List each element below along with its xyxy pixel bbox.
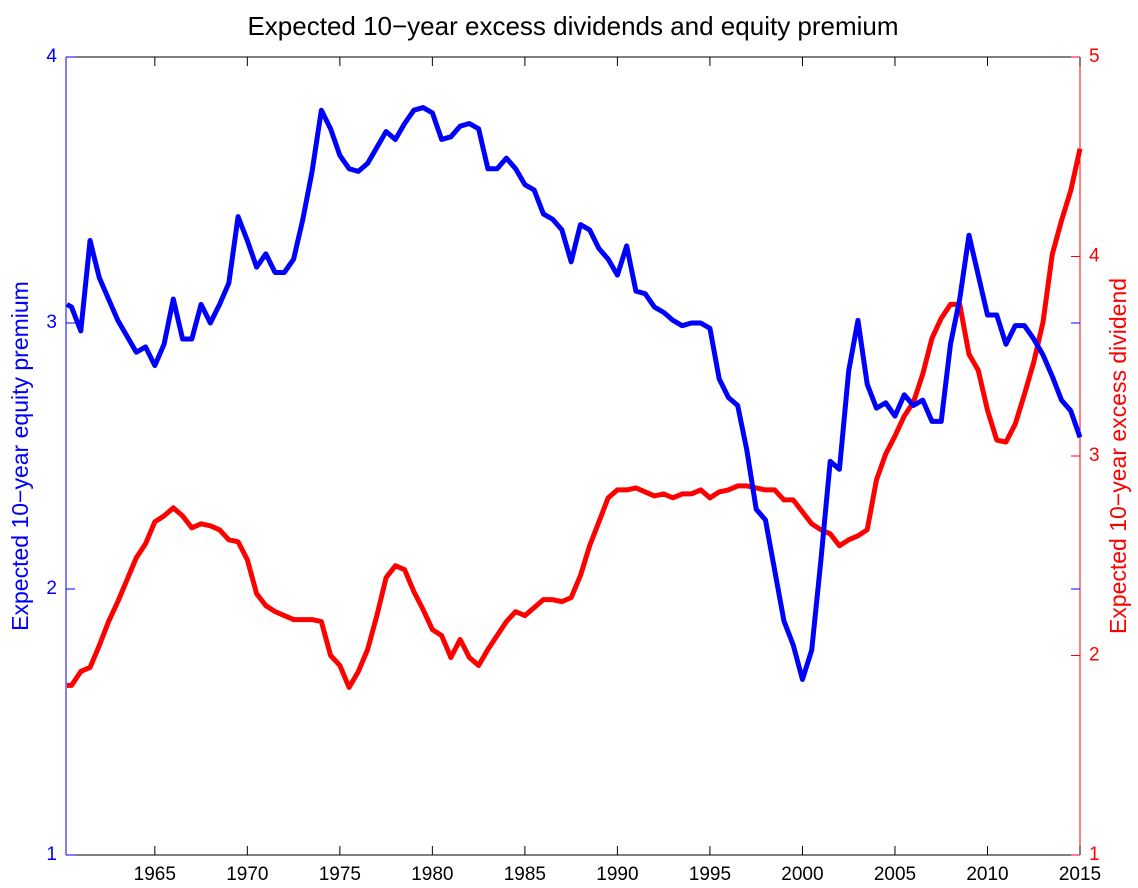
x-tick-label: 2005 (874, 864, 916, 885)
y2-tick-label: 1 (1089, 844, 1100, 865)
x-tick-label: 1975 (319, 864, 361, 885)
chart-title: Expected 10−year excess dividends and eq… (247, 11, 898, 41)
y-tick-label: 3 (46, 312, 57, 333)
y-tick-label: 1 (46, 844, 57, 865)
x-tick-label: 1970 (226, 864, 268, 885)
x-tick-label: 2010 (966, 864, 1008, 885)
x-tick-label: 2015 (1059, 864, 1101, 885)
x-tick-label: 1980 (411, 864, 453, 885)
y2-tick-label: 3 (1089, 445, 1100, 466)
x-tick-label: 1995 (689, 864, 731, 885)
y-tick-label: 4 (46, 46, 57, 67)
y2-axis-label: Expected 10−year excess dividend (1105, 278, 1131, 634)
y-axis-label: Expected 10−year equity premium (7, 281, 33, 631)
y2-tick-label: 2 (1089, 645, 1100, 666)
x-tick-label: 2000 (781, 864, 823, 885)
data-line (66, 148, 1083, 690)
x-tick-label: 1965 (134, 864, 176, 885)
data-line (65, 105, 1083, 682)
y2-tick-label: 5 (1089, 46, 1100, 67)
y2-tick-label: 4 (1089, 246, 1100, 267)
x-tick-label: 1990 (596, 864, 638, 885)
x-tick-label: 1985 (504, 864, 546, 885)
y-tick-label: 2 (46, 578, 57, 599)
